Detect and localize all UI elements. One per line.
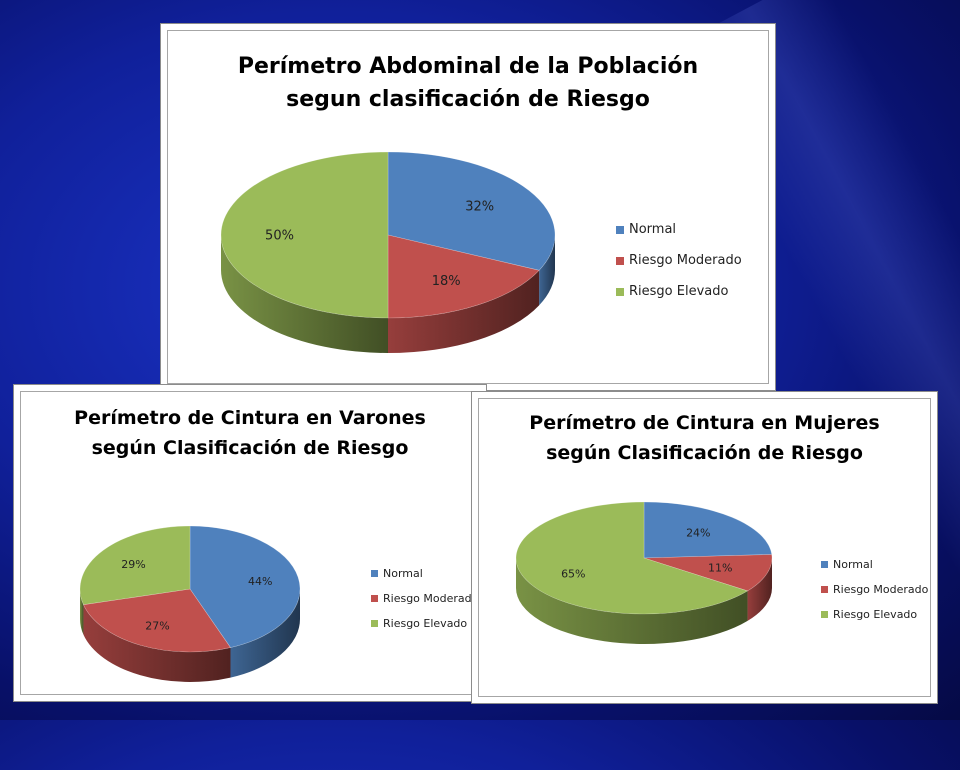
pie-side-normal [539,235,555,306]
data-label-normal: 44% [248,575,272,588]
legend-swatch [821,611,828,618]
legend-item-riesgo-moderado: Riesgo Moderado [821,577,928,602]
legend-item-normal: Normal [821,552,928,577]
data-label-riesgo-elevado: 50% [265,229,294,244]
pie-side-normal [230,589,300,678]
pie-side-riesgo-moderado [747,558,772,621]
legend-label: Riesgo Moderado [383,592,479,605]
pie-chart-mujeres: 24% 11% 65% [515,501,773,644]
legend-label: Normal [383,567,423,580]
data-label-normal: 32% [465,200,494,215]
legend-label: Riesgo Moderado [833,583,929,596]
chart-panel-poblacion: Perímetro Abdominal de la Población segu… [160,23,776,391]
legend-label: Riesgo Elevado [383,617,468,630]
legend-label: Normal [629,222,677,237]
data-label-riesgo-moderado: 18% [432,274,461,289]
pie-slice-normal [189,525,301,648]
pie-slices [515,501,773,615]
pie-side-riesgo-moderado [388,270,540,353]
chart-legend: Normal Riesgo Moderado Riesgo Elevado [616,214,742,307]
legend-label: Riesgo Elevado [833,608,918,621]
pie-sides [221,235,555,353]
chart-title-line-1: Perímetro de Cintura en Varones [74,407,426,429]
pie-slice-riesgo-elevado [79,525,191,605]
legend-item-riesgo-elevado: Riesgo Elevado [616,276,742,307]
data-label-riesgo-moderado: 27% [145,619,169,632]
chart-title-line-2: según Clasificación de Riesgo [546,442,863,464]
legend-swatch [616,225,624,234]
pie-slice-riesgo-moderado [387,234,540,319]
legend-swatch [371,595,378,602]
chart-title-line-1: Perímetro de Cintura en Mujeres [529,412,880,434]
chart-panel-mujeres: Perímetro de Cintura en Mujeres según Cl… [471,391,938,704]
chart-frame [167,30,769,384]
pie-slice-riesgo-elevado [515,501,749,615]
legend-item-riesgo-elevado: Riesgo Elevado [371,611,478,636]
legend-swatch [821,561,828,568]
pie-side-riesgo-moderado [83,604,231,682]
pie-slice-riesgo-moderado [643,554,773,592]
legend-swatch [821,586,828,593]
legend-swatch [371,620,378,627]
legend-label: Riesgo Elevado [629,284,729,299]
legend-swatch [371,570,378,577]
legend-item-riesgo-moderado: Riesgo Moderado [616,245,742,276]
pie-side-riesgo-elevado [80,589,84,635]
legend-label: Riesgo Moderado [629,253,742,268]
chart-frame [478,398,931,697]
pie-slices [79,525,301,653]
pie-chart-varones: 44% 27% 29% [79,525,301,682]
pie-slice-normal [387,151,556,271]
chart-title-line-2: segun clasificación de Riesgo [286,87,650,112]
pie-slice-riesgo-moderado [83,588,231,653]
pie-side-riesgo-elevado [221,235,388,353]
pie-sides [516,558,772,644]
pie-slice-riesgo-elevado [220,151,389,319]
chart-panel-varones: Perímetro de Cintura en Varones según Cl… [13,384,487,702]
data-label-riesgo-elevado: 65% [561,568,585,581]
pie-slices [220,151,556,319]
data-label-riesgo-elevado: 29% [121,558,145,571]
pie-chart-poblacion: 32% 18% 50% [220,151,556,353]
legend-item-riesgo-elevado: Riesgo Elevado [821,602,928,627]
legend-swatch [616,287,624,296]
legend-item-normal: Normal [616,214,742,245]
pie-side-riesgo-elevado [516,558,748,644]
data-label-normal: 24% [686,527,710,540]
chart-legend: Normal Riesgo Moderado Riesgo Elevado [371,561,478,636]
chart-title: Perímetro Abdominal de la Población segu… [161,50,775,116]
pie-slice-normal [643,501,773,559]
legend-swatch [616,256,624,265]
legend-label: Normal [833,558,873,571]
chart-title-line-1: Perímetro Abdominal de la Población [237,54,699,79]
chart-title-line-2: según Clasificación de Riesgo [91,437,409,459]
legend-item-riesgo-moderado: Riesgo Moderado [371,586,478,611]
legend-item-normal: Normal [371,561,478,586]
pie-sides [80,589,300,682]
data-label-riesgo-moderado: 11% [708,562,732,575]
chart-title: Perímetro de Cintura en Mujeres según Cl… [472,408,937,468]
chart-legend: Normal Riesgo Moderado Riesgo Elevado [821,552,928,627]
chart-title: Perímetro de Cintura en Varones según Cl… [14,403,486,463]
